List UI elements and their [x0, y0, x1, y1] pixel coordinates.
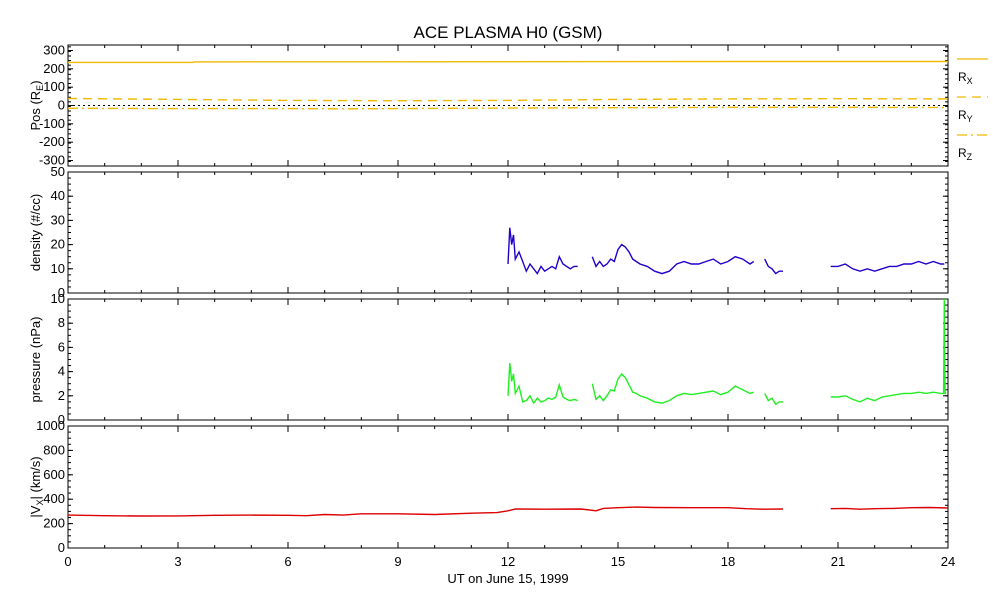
y-tick-label: 20 [51, 237, 65, 252]
y-tick-label: 200 [43, 516, 65, 531]
y-tick-label: 0 [58, 540, 65, 555]
y-tick-label: 0 [58, 285, 65, 300]
chart-title: ACE PLASMA H0 (GSM) [414, 23, 603, 42]
x-tick-label: 0 [64, 554, 71, 569]
series-pressure [830, 298, 947, 403]
y-tick-label: 100 [43, 79, 65, 94]
y-tick-label: 800 [43, 442, 65, 457]
y-tick-label: 1000 [36, 418, 65, 433]
series-ry [67, 97, 949, 102]
panel-position: 300 200 100 0 -100 -200 -300 Pos (RE) RX RY RZ [28, 43, 988, 168]
series-pressure [591, 372, 754, 404]
y-tick-label: 10 [51, 291, 65, 306]
series-density [830, 260, 945, 272]
y-tick-label: 10 [51, 261, 65, 276]
legend-label-ry: RY [958, 108, 973, 124]
y-tick-label: -200 [39, 134, 65, 149]
x-axis-label: UT on June 15, 1999 [447, 571, 568, 586]
x-tick-label: 15 [611, 554, 625, 569]
y-axis-label: pressure (nPa) [28, 317, 43, 403]
series-vx [67, 506, 784, 517]
y-tick-label: -300 [39, 153, 65, 168]
x-tick-label: 9 [394, 554, 401, 569]
x-tick-label: 3 [174, 554, 181, 569]
y-axis-label: Pos (RE) [28, 80, 45, 130]
y-tick-label: 300 [43, 43, 65, 58]
series-density [591, 243, 755, 275]
panel-pressure: 10 8 6 4 2 0 pressure (nPa) [28, 291, 949, 427]
panel-frame [67, 298, 949, 421]
x-tick-label: 6 [284, 554, 291, 569]
series-vx [830, 506, 949, 510]
y-axis-label: |VX| (km/s) [28, 456, 45, 517]
x-tick-label: 24 [941, 554, 955, 569]
series-density [507, 227, 578, 275]
y-tick-label: 50 [51, 164, 65, 179]
y-tick-label: 400 [43, 491, 65, 506]
series-rx [68, 60, 948, 64]
panel-density: 50 40 30 20 10 0 density (#/cc) [28, 164, 949, 300]
y-axis-label: density (#/cc) [28, 194, 43, 271]
x-tick-label: 12 [501, 554, 515, 569]
series-pressure [507, 363, 578, 405]
panel-frame [67, 425, 949, 549]
y-tick-label: 8 [58, 315, 65, 330]
y-tick-label: 30 [51, 212, 65, 227]
y-tick-label: 40 [51, 188, 65, 203]
y-tick-label: 6 [58, 339, 65, 354]
x-tick-label: 18 [721, 554, 735, 569]
y-tick-label: 200 [43, 61, 65, 76]
y-tick-label: 4 [58, 364, 65, 379]
y-tick-label: -100 [39, 116, 65, 131]
y-tick-label: 0 [58, 412, 65, 427]
series-density [764, 258, 783, 275]
y-tick-label: 0 [58, 98, 65, 113]
legend-label-rz: RZ [958, 146, 973, 162]
y-tick-label: 600 [43, 467, 65, 482]
legend-label-rx: RX [958, 70, 973, 86]
series-rz [67, 106, 949, 110]
x-tick-label: 21 [831, 554, 845, 569]
series-pressure [764, 393, 783, 406]
panel-velocity: 1000 800 600 400 200 0 |VX| (km/s) [28, 418, 949, 555]
y-tick-label: 2 [58, 388, 65, 403]
panel-frame [67, 171, 949, 294]
